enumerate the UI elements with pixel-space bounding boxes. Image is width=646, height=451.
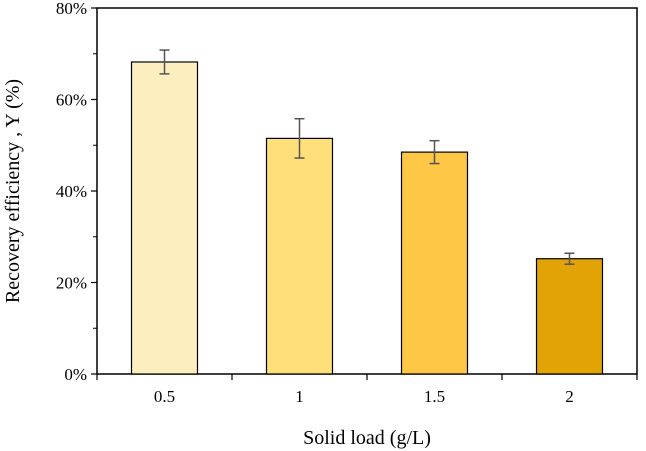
y-tick-label: 60% — [56, 91, 87, 110]
y-axis-title: Recovery efficiency , Y (%) — [2, 79, 24, 303]
x-tick-label: 0.5 — [154, 387, 175, 406]
x-tick-label: 1.5 — [424, 387, 445, 406]
x-axis-title: Solid load (g/L) — [303, 427, 431, 449]
y-tick-label: 20% — [56, 274, 87, 293]
bar-1 — [265, 137, 334, 375]
bar-1.5 — [400, 151, 469, 375]
x-tick-label: 1 — [295, 387, 304, 406]
bar-2 — [535, 258, 604, 375]
y-tick-label: 80% — [56, 0, 87, 18]
y-tick-label: 40% — [56, 182, 87, 201]
bar-0.5 — [130, 61, 199, 375]
x-tick-label: 2 — [565, 387, 574, 406]
y-tick-label: 0% — [64, 365, 87, 384]
